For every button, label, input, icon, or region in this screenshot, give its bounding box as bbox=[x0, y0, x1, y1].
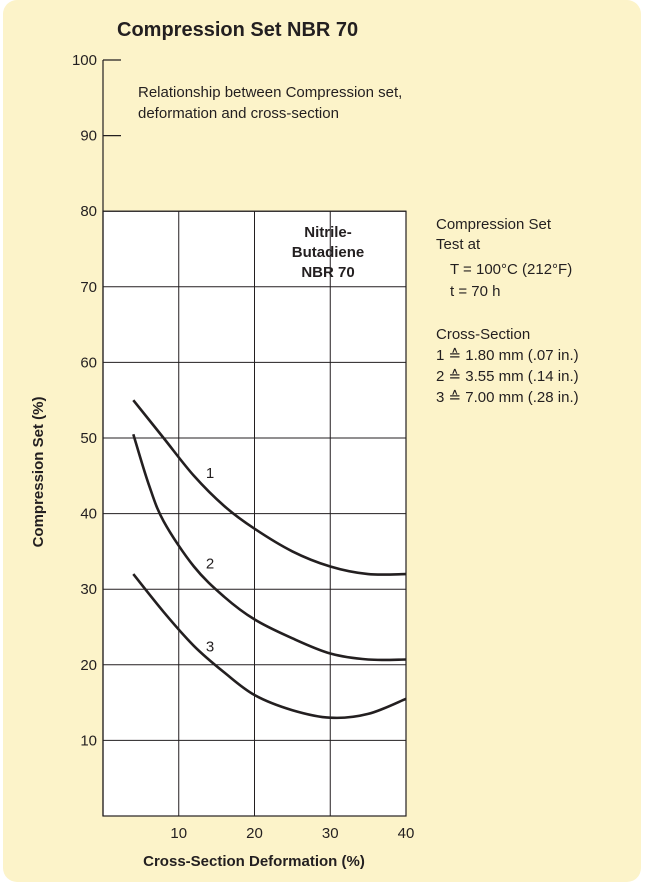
material-label-line-2: Butadiene bbox=[292, 244, 365, 261]
series-label-2: 2 bbox=[206, 556, 214, 573]
x-tick-label-30: 30 bbox=[322, 825, 339, 842]
test-info-line-1: Compression Set bbox=[436, 216, 552, 233]
material-label-line-3: NBR 70 bbox=[301, 264, 354, 281]
test-info-line-3: T = 100°C (212°F) bbox=[450, 261, 572, 278]
series-label-1: 1 bbox=[206, 465, 214, 482]
y-axis-label: Compression Set (%) bbox=[30, 397, 47, 548]
legend-entry-3: 3 ≙ 7.00 mm (.28 in.) bbox=[436, 389, 579, 406]
x-tick-label-10: 10 bbox=[170, 825, 187, 842]
series-curve-2 bbox=[132, 433, 407, 662]
y-tick-label-40: 40 bbox=[80, 506, 97, 523]
material-label-line-1: Nitrile- bbox=[304, 224, 352, 241]
y-tick-label-80: 80 bbox=[80, 203, 97, 220]
x-tick-labels: 10 20 30 40 bbox=[170, 825, 414, 842]
y-tick-label-20: 20 bbox=[80, 657, 97, 674]
legend-entry-2: 2 ≙ 3.55 mm (.14 in.) bbox=[436, 368, 579, 385]
y-tick-label-70: 70 bbox=[80, 279, 97, 296]
x-tick-label-40: 40 bbox=[398, 825, 415, 842]
series-curve-1 bbox=[132, 399, 407, 576]
y-tick-label-60: 60 bbox=[80, 354, 97, 371]
chart-subtitle-line-2: deformation and cross-section bbox=[138, 105, 339, 122]
y-tick-label-50: 50 bbox=[80, 430, 97, 447]
chart-subtitle-line-1: Relationship between Compression set, bbox=[138, 84, 402, 101]
test-info-line-2: Test at bbox=[436, 236, 481, 253]
y-tick-label-30: 30 bbox=[80, 581, 97, 598]
y-tick-label-90: 90 bbox=[80, 128, 97, 145]
x-tick-label-20: 20 bbox=[246, 825, 263, 842]
y-tick-label-100: 100 bbox=[72, 52, 97, 69]
series-curve-3 bbox=[132, 573, 407, 720]
series-curves bbox=[132, 399, 407, 720]
axes bbox=[102, 59, 121, 816]
series-label-3: 3 bbox=[206, 639, 214, 656]
grid bbox=[102, 210, 407, 817]
x-axis-label: Cross-Section Deformation (%) bbox=[143, 853, 365, 870]
legend-entry-1: 1 ≙ 1.80 mm (.07 in.) bbox=[436, 347, 579, 364]
y-tick-label-10: 10 bbox=[80, 732, 97, 749]
y-tick-labels: 10 20 30 40 50 60 70 80 90 100 bbox=[72, 52, 97, 749]
chart-title: Compression Set NBR 70 bbox=[117, 19, 358, 41]
cross-section-heading: Cross-Section bbox=[436, 326, 530, 343]
test-info-line-4: t = 70 h bbox=[450, 283, 500, 300]
series-labels: 1 2 3 bbox=[206, 465, 214, 656]
